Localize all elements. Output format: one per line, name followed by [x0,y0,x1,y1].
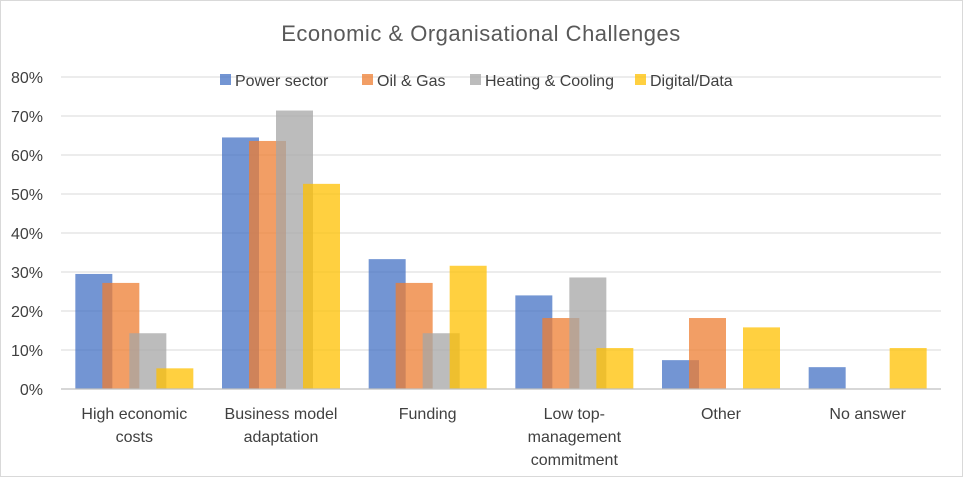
bars [75,110,927,389]
legend-label: Power sector [235,73,329,90]
category-label: Business model adaptation [225,406,338,446]
category-label: No answer [829,406,906,423]
bar [596,348,634,389]
legend-swatch [470,74,481,85]
legend-swatch [220,74,231,85]
y-tick-label: 50% [11,187,43,204]
legend-swatch [635,74,646,85]
category-label: Other [701,406,742,423]
bar [743,327,780,389]
x-axis-categories: High economic costs Business model adaptati… [81,406,906,469]
bar [808,367,846,389]
legend-label: Oil & Gas [377,73,445,90]
bar [156,368,194,389]
y-tick-label: 60% [11,148,43,165]
chart-title: Economic & Organisational Challenges [281,21,681,46]
gridlines [61,76,941,351]
legend-swatch [362,74,373,85]
bar [889,348,927,389]
legend-label: Heating & Cooling [485,73,614,90]
bar [449,265,487,389]
bar [303,183,340,389]
y-axis-ticks: 0% 10% 20% 30% 40% 50% 60% 70% 80% [11,70,43,399]
category-label: Low top-management commitment [528,406,622,469]
category-label: High economic costs [81,406,187,446]
y-tick-label: 20% [11,304,43,321]
legend: Power sector Oil & Gas Heating & Cooling Di… [220,73,733,90]
legend-label: Digital/Data [650,73,733,90]
y-tick-label: 30% [11,265,43,282]
y-tick-label: 70% [11,109,43,126]
bar [689,318,726,389]
y-tick-label: 80% [11,70,43,87]
y-tick-label: 40% [11,226,43,243]
category-label: Funding [399,406,457,423]
y-tick-label: 10% [11,343,43,360]
y-tick-label: 0% [20,382,43,399]
